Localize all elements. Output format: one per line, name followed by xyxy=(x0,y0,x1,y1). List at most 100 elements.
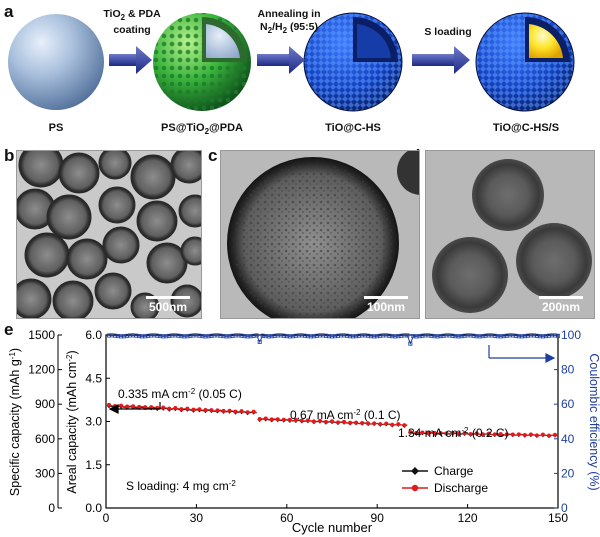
discharge-point xyxy=(432,430,437,435)
panel-b-label: b xyxy=(4,146,15,165)
x-tick-label: 120 xyxy=(458,511,478,525)
discharge-point xyxy=(317,418,322,423)
ce-point xyxy=(405,333,410,338)
x-tick-label: 30 xyxy=(190,511,204,525)
discharge-point xyxy=(149,405,154,410)
discharge-point xyxy=(299,418,304,423)
panel-e-label: e xyxy=(4,320,14,339)
discharge-point xyxy=(239,409,244,414)
discharge-point xyxy=(125,404,130,409)
discharge-point xyxy=(474,431,479,436)
sphere-label-tio-c-hs-s: TiO@C-HS/S xyxy=(492,122,560,134)
specific-tick-label: 1500 xyxy=(28,328,55,342)
discharge-point xyxy=(107,402,112,407)
discharge-point xyxy=(323,419,328,424)
discharge-point xyxy=(251,409,256,414)
discharge-point xyxy=(384,421,389,426)
rate-annotation-3: 1.34 mA cm-2 (0.2 C) xyxy=(398,426,509,441)
discharge-point xyxy=(504,432,509,437)
specific-tick-label: 0 xyxy=(48,501,55,515)
right-axis-arrow xyxy=(488,345,556,363)
discharge-point xyxy=(173,406,178,411)
discharge-point xyxy=(167,406,172,411)
legend-discharge-label: Discharge xyxy=(434,481,488,495)
discharge-point xyxy=(191,407,196,412)
discharge-point xyxy=(378,422,383,427)
discharge-point xyxy=(444,431,449,436)
discharge-point xyxy=(233,409,238,414)
discharge-point xyxy=(287,417,292,422)
right-y-title: Coulombic efficiency (%) xyxy=(587,353,600,490)
schematic-svg xyxy=(8,12,575,112)
step3-label: S loading xyxy=(424,26,472,38)
discharge-point xyxy=(311,419,316,424)
discharge-point xyxy=(263,416,268,421)
discharge-point xyxy=(305,418,310,423)
discharge-point xyxy=(414,430,419,435)
discharge-point xyxy=(492,432,497,437)
x-tick-label: 0 xyxy=(103,511,110,525)
discharge-point xyxy=(203,408,208,413)
discharge-point xyxy=(498,432,503,437)
discharge-point xyxy=(528,432,533,437)
discharge-point xyxy=(408,430,413,435)
rate-annotation-1: 0.335 mA cm-2 (0.05 C) xyxy=(118,387,242,402)
tem-image-d: 200nm xyxy=(425,150,595,319)
discharge-point xyxy=(402,423,407,428)
specific-axis-ticks: 0 300 600 900 1200 1500 xyxy=(28,328,62,515)
discharge-point xyxy=(348,420,353,425)
arrow-3 xyxy=(412,46,470,74)
discharge-point xyxy=(360,421,365,426)
areal-axis-ticks: 0.0 1.5 3.0 4.5 6.0 xyxy=(85,328,110,515)
sphere-label-ps: PS xyxy=(48,122,64,134)
panel-a-label: a xyxy=(4,2,14,21)
ce-point xyxy=(257,339,262,344)
ce-point xyxy=(408,341,413,346)
ce-axis-ticks: 0 20 40 60 80 100 xyxy=(554,328,581,515)
discharge-point xyxy=(396,422,401,427)
scalebar-c: 100nm xyxy=(361,296,411,314)
discharge-point xyxy=(119,403,124,408)
discharge-point xyxy=(275,417,280,422)
tio-c-hs-s-sphere xyxy=(475,12,575,112)
arrow-2 xyxy=(257,46,305,74)
discharge-point xyxy=(161,405,166,410)
ps-tio2-pda-sphere xyxy=(153,13,251,111)
discharge-point xyxy=(209,408,214,413)
discharge-point xyxy=(456,431,461,436)
ce-tick-label: 100 xyxy=(561,328,581,342)
left-axis-arrow xyxy=(108,402,161,414)
discharge-point xyxy=(269,417,274,422)
discharge-point xyxy=(354,420,359,425)
discharge-point xyxy=(131,404,136,409)
discharge-point xyxy=(245,410,250,415)
outer-y-title: Specific capacity (mAh g-1) xyxy=(8,348,23,496)
areal-tick-label: 6.0 xyxy=(85,328,102,342)
loading-annotation: S loading: 4 mg cm-2 xyxy=(126,479,236,494)
legend-charge-label: Charge xyxy=(434,464,474,478)
discharge-point xyxy=(185,406,190,411)
tem-c-svg xyxy=(227,151,419,318)
specific-tick-label: 900 xyxy=(35,397,55,411)
discharge-point xyxy=(540,432,545,437)
discharge-point xyxy=(215,408,220,413)
ce-tick-label: 0 xyxy=(561,501,568,515)
discharge-point xyxy=(534,433,539,438)
discharge-point xyxy=(468,432,473,437)
areal-tick-label: 0.0 xyxy=(85,501,102,515)
specific-tick-label: 600 xyxy=(35,432,55,446)
legend: Charge Discharge xyxy=(402,464,488,495)
areal-tick-label: 1.5 xyxy=(85,458,102,472)
legend-discharge-marker xyxy=(411,484,419,492)
x-tick-label: 90 xyxy=(371,511,385,525)
ce-tick-label: 40 xyxy=(561,432,575,446)
step1-label: TiO2 & PDA coating xyxy=(103,8,161,37)
discharge-point xyxy=(420,430,425,435)
legend-charge-marker xyxy=(411,467,419,475)
discharge-point xyxy=(257,417,262,422)
discharge-point xyxy=(426,430,431,435)
tem-image-b: 500nm xyxy=(16,150,202,319)
discharge-point xyxy=(438,430,443,435)
tio-c-hs-sphere xyxy=(303,12,403,112)
sphere-label-ps-tio2-pda: PS@TiO2@PDA xyxy=(161,122,243,137)
